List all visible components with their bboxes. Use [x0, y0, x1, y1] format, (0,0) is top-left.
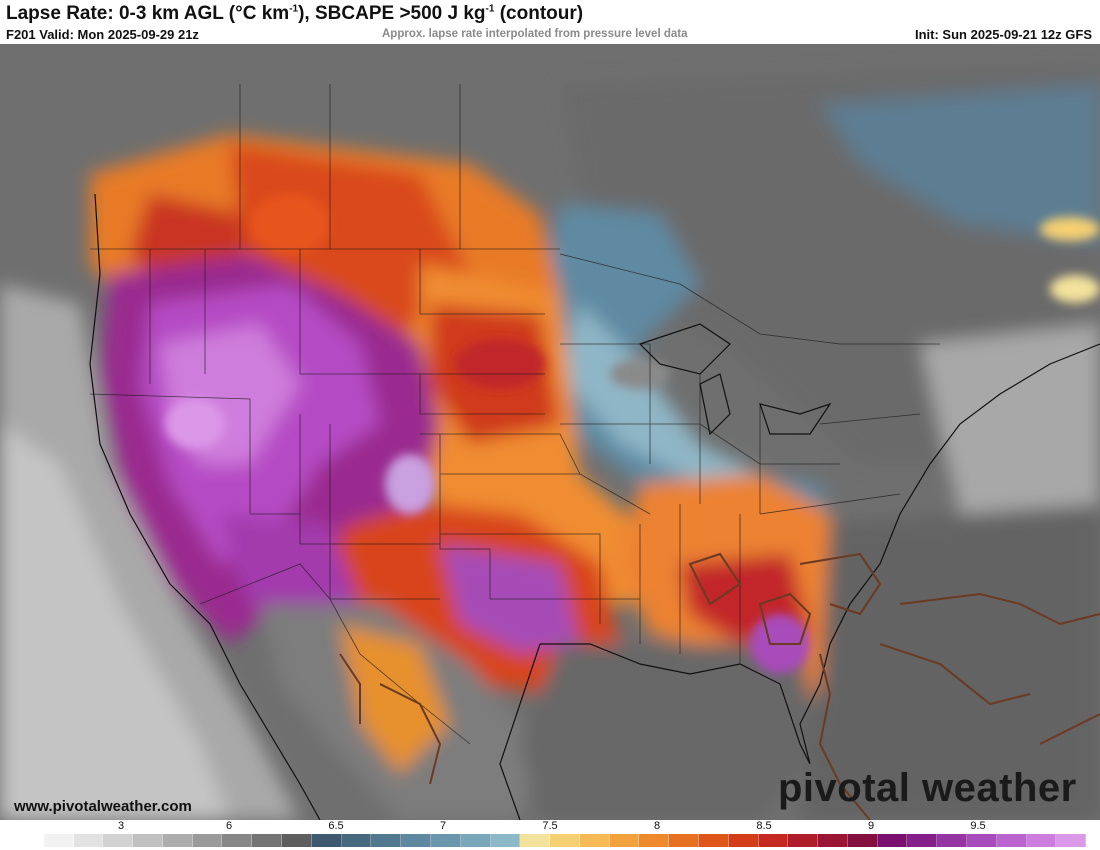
colorbar-tick-label: 7 [439, 820, 447, 832]
colorbar-tick-label: 6.5 [328, 820, 344, 832]
colorbar-swatch [14, 834, 44, 847]
colorbar-swatch [996, 834, 1027, 847]
colorbar-swatch [133, 834, 163, 847]
colorbar-swatch [371, 834, 402, 847]
colorbar-swatch [609, 834, 640, 847]
colorbar-swatch [73, 834, 104, 847]
header: Lapse Rate: 0-3 km AGL (°C km-1), SBCAPE… [0, 0, 1100, 44]
colorbar-swatch [162, 834, 193, 847]
colorbar-swatch [43, 834, 74, 847]
colorbar-swatch [192, 834, 223, 847]
init-time: Init: Sun 2025-09-21 12z GFS [914, 27, 1092, 42]
colorbar-tick-label: 7.5 [542, 820, 558, 832]
lapse-rate-field [0, 44, 1100, 820]
colorbar-swatch [907, 834, 938, 847]
colorbar-swatch [1026, 834, 1057, 847]
colorbar-swatch [758, 834, 789, 847]
colorbar-tick-label: 8 [653, 820, 661, 832]
title-superscript-2: -1 [485, 3, 495, 15]
colorbar-swatch [1056, 834, 1087, 847]
colorbar-swatch [311, 834, 342, 847]
colorbar-swatch [967, 834, 997, 847]
colorbar-swatch [728, 834, 759, 847]
title-part-1: Lapse Rate: 0-3 km AGL (°C km [6, 3, 290, 24]
valid-time: F201 Valid: Mon 2025-09-29 21z [6, 27, 199, 42]
colorbar-swatch [788, 834, 819, 847]
title-part-2: ), SBCAPE >500 J kg [298, 3, 486, 24]
colorbar-swatch [937, 834, 967, 847]
colorbar-swatch [698, 834, 729, 847]
colorbar-swatch [282, 834, 312, 847]
coastlines [89, 193, 1100, 820]
colorbar-swatch [222, 834, 253, 847]
colorbar-swatch [252, 834, 283, 847]
colorbar-swatch [103, 834, 134, 847]
political-boundaries [89, 84, 940, 745]
colorbar-tick-label: 9 [867, 820, 875, 832]
colorbar-swatch [401, 834, 431, 847]
title-part-3: (contour) [494, 3, 584, 24]
colorbar-swatch [550, 834, 580, 847]
colorbar-swatch [341, 834, 372, 847]
colorbar-swatch [818, 834, 848, 847]
colorbar-tick-label: 3 [117, 820, 125, 832]
colorbar-swatch [847, 834, 878, 847]
weather-map: www.pivotalweather.com pivotal weather [0, 44, 1100, 820]
interpolation-note: Approx. lapse rate interpolated from pre… [382, 28, 688, 40]
colorbar-swatch [430, 834, 461, 847]
colorbar-tick-label: 8.5 [756, 820, 772, 832]
colorbar-tick-label: 9.5 [970, 820, 986, 832]
colorbar-swatch [490, 834, 521, 847]
colorbar-swatch [669, 834, 699, 847]
title-superscript-1: -1 [289, 3, 299, 15]
lapse-detail [165, 194, 1100, 674]
website-watermark: www.pivotalweather.com [14, 798, 192, 815]
sbcape-contours [339, 552, 1100, 820]
colorbar-swatch [579, 834, 610, 847]
colorbar-swatch [520, 834, 551, 847]
colorbar-tick-label: 6 [225, 820, 233, 832]
colorbar-swatch [460, 834, 491, 847]
colorbar-swatch [877, 834, 908, 847]
map-title: Lapse Rate: 0-3 km AGL (°C km-1), SBCAPE… [6, 3, 583, 25]
brand-logo: pivotal weather [778, 766, 1077, 810]
colorbar-swatch [639, 834, 670, 847]
colorbar [14, 834, 1087, 847]
colorbar-tick-labels: 3 6 6.5 7 7.5 8 8.5 9 9.5 [0, 820, 1100, 834]
